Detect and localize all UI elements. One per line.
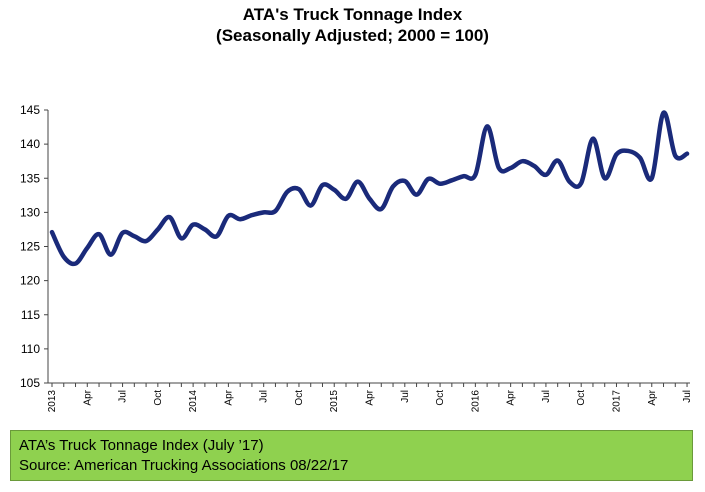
x-tick-label: Oct <box>576 390 587 406</box>
data-point <box>344 197 348 201</box>
caption-line-2: Source: American Trucking Associations 0… <box>19 457 349 474</box>
data-point <box>368 197 372 201</box>
data-point <box>215 234 219 238</box>
data-point <box>85 246 89 250</box>
y-tick-label: 110 <box>21 342 40 356</box>
x-axis: 2013 Apr Jul Oct 2014 Apr Jul Oct 2015 Apr Jul Oct 2… <box>47 382 693 413</box>
data-point <box>356 180 360 184</box>
x-tick-label: Apr <box>647 389 658 405</box>
data-point <box>403 179 407 183</box>
y-tick-label: 105 <box>20 376 40 390</box>
data-point <box>273 209 277 213</box>
data-point <box>238 217 242 221</box>
data-point <box>532 164 536 168</box>
data-point <box>320 183 324 187</box>
data-point <box>438 182 442 186</box>
chart-title: ATA's Truck Tonnage Index <box>242 5 463 24</box>
x-tick-label: Apr <box>223 389 234 405</box>
data-point <box>297 187 301 191</box>
data-point <box>638 156 642 160</box>
data-point <box>626 149 630 153</box>
x-tick-label: Oct <box>294 390 305 406</box>
data-point <box>426 177 430 181</box>
x-tick-label: 2015 <box>329 390 340 413</box>
series-line-0 <box>49 110 690 267</box>
data-point <box>591 137 595 141</box>
data-point <box>203 227 207 231</box>
y-tick-label: 135 <box>20 171 40 185</box>
y-tick-label: 115 <box>21 308 40 322</box>
data-point <box>462 174 466 178</box>
data-point <box>509 166 513 170</box>
data-point <box>250 213 254 217</box>
x-tick-label: Apr <box>365 389 376 405</box>
data-point <box>97 232 101 236</box>
data-point <box>673 154 677 158</box>
data-point <box>579 181 583 185</box>
chart-subtitle: (Seasonally Adjusted; 2000 = 100) <box>216 26 489 45</box>
data-point <box>191 223 195 227</box>
data-point <box>132 234 136 238</box>
data-point <box>473 173 477 177</box>
data-point <box>226 214 230 218</box>
chart-title-block: ATA's Truck Tonnage Index (Seasonally Ad… <box>0 4 705 46</box>
x-tick-label: Jul <box>259 390 270 403</box>
data-point <box>485 124 489 128</box>
x-tick-label: Oct <box>153 390 164 406</box>
data-point <box>332 188 336 192</box>
data-point <box>121 231 125 235</box>
data-point <box>603 176 607 180</box>
data-point <box>544 173 548 177</box>
caption-box: ATA’s Truck Tonnage Index (July ’17) Sou… <box>10 430 693 481</box>
y-tick-label: 130 <box>20 205 40 219</box>
data-point <box>662 111 666 115</box>
series-layer <box>49 110 690 267</box>
data-point <box>285 190 289 194</box>
line-chart: 105 110 115 120 125 130 135 140 145 2013 Apr Jul Oc… <box>20 103 693 413</box>
data-point <box>379 207 383 211</box>
x-tick-label: Jul <box>400 390 411 403</box>
data-point <box>520 159 524 163</box>
y-axis: 105 110 115 120 125 130 135 140 145 <box>20 103 49 390</box>
data-point <box>309 204 313 208</box>
data-point <box>179 236 183 240</box>
caption-line-1: ATA’s Truck Tonnage Index (July ’17) <box>19 437 264 454</box>
x-tick-label: 2017 <box>611 390 622 413</box>
x-tick-label: Jul <box>118 390 129 403</box>
x-tick-label: Jul <box>541 390 552 403</box>
data-point <box>685 152 689 156</box>
y-tick-label: 140 <box>20 137 40 151</box>
y-tick-label: 120 <box>20 274 40 288</box>
data-point <box>614 152 618 156</box>
data-point <box>567 180 571 184</box>
x-tick-label: 2014 <box>188 390 199 413</box>
x-tick-label: Oct <box>435 390 446 406</box>
data-point <box>74 262 78 266</box>
x-tick-label: Apr <box>506 389 517 405</box>
data-point <box>391 184 395 188</box>
data-point <box>650 176 654 180</box>
data-point <box>450 178 454 182</box>
data-point <box>50 230 54 234</box>
data-point <box>156 227 160 231</box>
y-tick-label: 145 <box>20 103 40 117</box>
x-tick-label: 2013 <box>47 390 58 413</box>
data-point <box>109 253 113 257</box>
y-tick-label: 125 <box>20 240 40 254</box>
data-point <box>497 166 501 170</box>
data-point <box>415 193 419 197</box>
x-tick-label: Jul <box>682 390 693 403</box>
data-point <box>144 239 148 243</box>
data-point <box>262 210 266 214</box>
data-point <box>556 159 560 163</box>
x-tick-label: 2016 <box>470 390 481 413</box>
data-point <box>62 255 66 259</box>
data-point <box>168 215 172 219</box>
x-tick-label: Apr <box>82 389 93 405</box>
